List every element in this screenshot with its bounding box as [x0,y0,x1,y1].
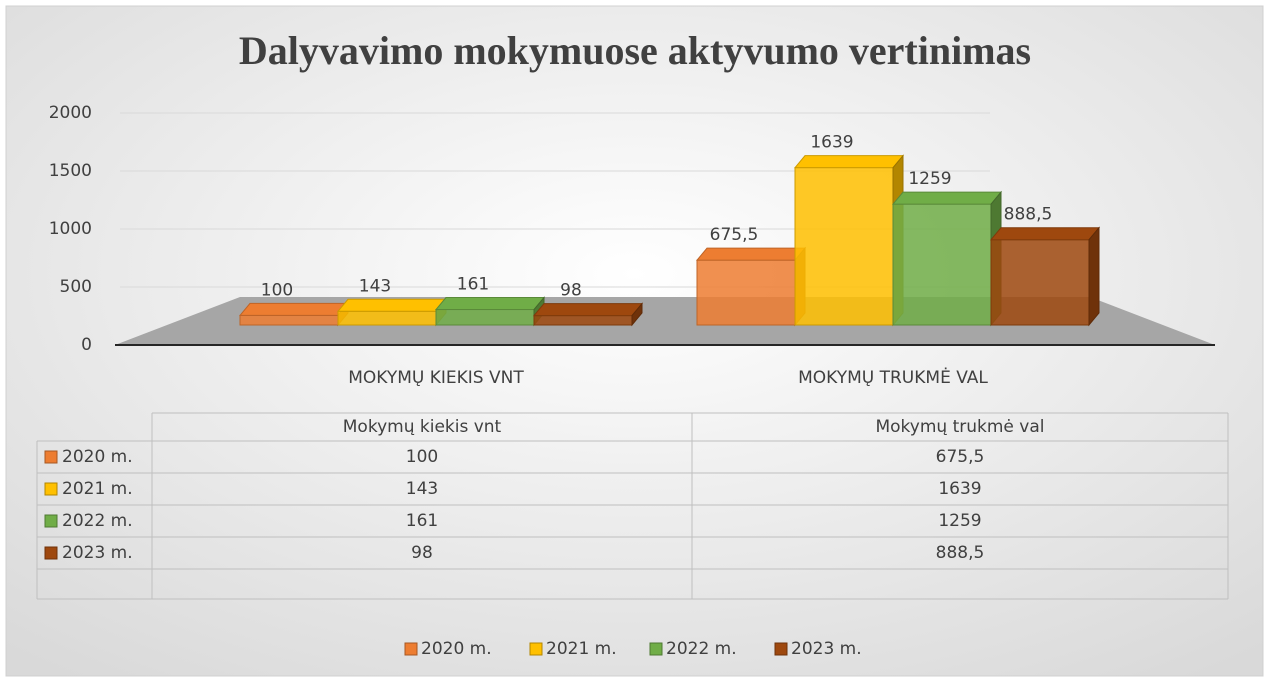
legend-label: 2021 m. [546,639,617,659]
bar [533,315,633,326]
bar [337,310,437,326]
bar-top [532,303,644,317]
table-legend-key [44,482,58,496]
data-label: 1639 [810,133,853,153]
chart-title: Dalyvavimo mokymuose aktyvumo vertinimas [239,28,1031,73]
bar [435,309,535,326]
table-legend-key [44,450,58,464]
bar-top [989,227,1101,241]
legend-label: 2020 m. [421,639,492,659]
table-cell: 100 [406,447,438,467]
table-row-label: 2022 m. [62,511,133,531]
table-cell: 161 [406,511,438,531]
table-header: Mokymų kiekis vnt [343,417,502,437]
data-label: 100 [261,280,293,300]
data-label: 1259 [908,169,951,189]
bar [239,314,339,326]
table-cell: 1639 [938,479,981,499]
bar [696,259,796,326]
legend-label: 2022 m. [666,639,737,659]
data-label: 143 [359,276,391,296]
data-label: 161 [457,275,489,295]
legend-key [649,642,663,656]
legend-key [774,642,788,656]
bar-top [891,191,1003,205]
data-label: 675,5 [710,225,759,245]
table-legend-key [44,546,58,560]
bar [990,239,1090,326]
bar-top [336,298,448,312]
table-cell: 888,5 [936,543,985,563]
bar-side [631,302,643,327]
x-tick-label: MOKYMŲ KIEKIS VNT [348,368,524,388]
bar-top [695,247,807,261]
bar-side [1088,226,1100,327]
y-tick-label: 1000 [49,219,92,239]
bar-top [238,302,350,316]
y-tick-label: 1500 [49,161,92,181]
bar-top [793,155,905,169]
table-cell: 1259 [938,511,981,531]
y-tick-label: 500 [60,277,92,297]
table-row-label: 2023 m. [62,543,133,563]
legend-key [529,642,543,656]
table-cell: 143 [406,479,438,499]
x-tick-label: MOKYMŲ TRUKMĖ VAL [798,367,988,388]
y-tick-label: 2000 [49,103,92,123]
table-cell: 98 [411,543,433,563]
bar-top [434,297,546,311]
legend-label: 2023 m. [791,639,862,659]
bar [794,167,894,326]
data-label: 98 [560,281,582,301]
table-header: Mokymų trukmė val [875,417,1044,437]
legend-key [404,642,418,656]
table-row-label: 2020 m. [62,447,133,467]
bar [892,203,992,326]
table-legend-key [44,514,58,528]
table-cell: 675,5 [936,447,985,467]
y-tick-label: 0 [81,335,92,355]
table-row-label: 2021 m. [62,479,133,499]
data-label: 888,5 [1004,205,1053,225]
